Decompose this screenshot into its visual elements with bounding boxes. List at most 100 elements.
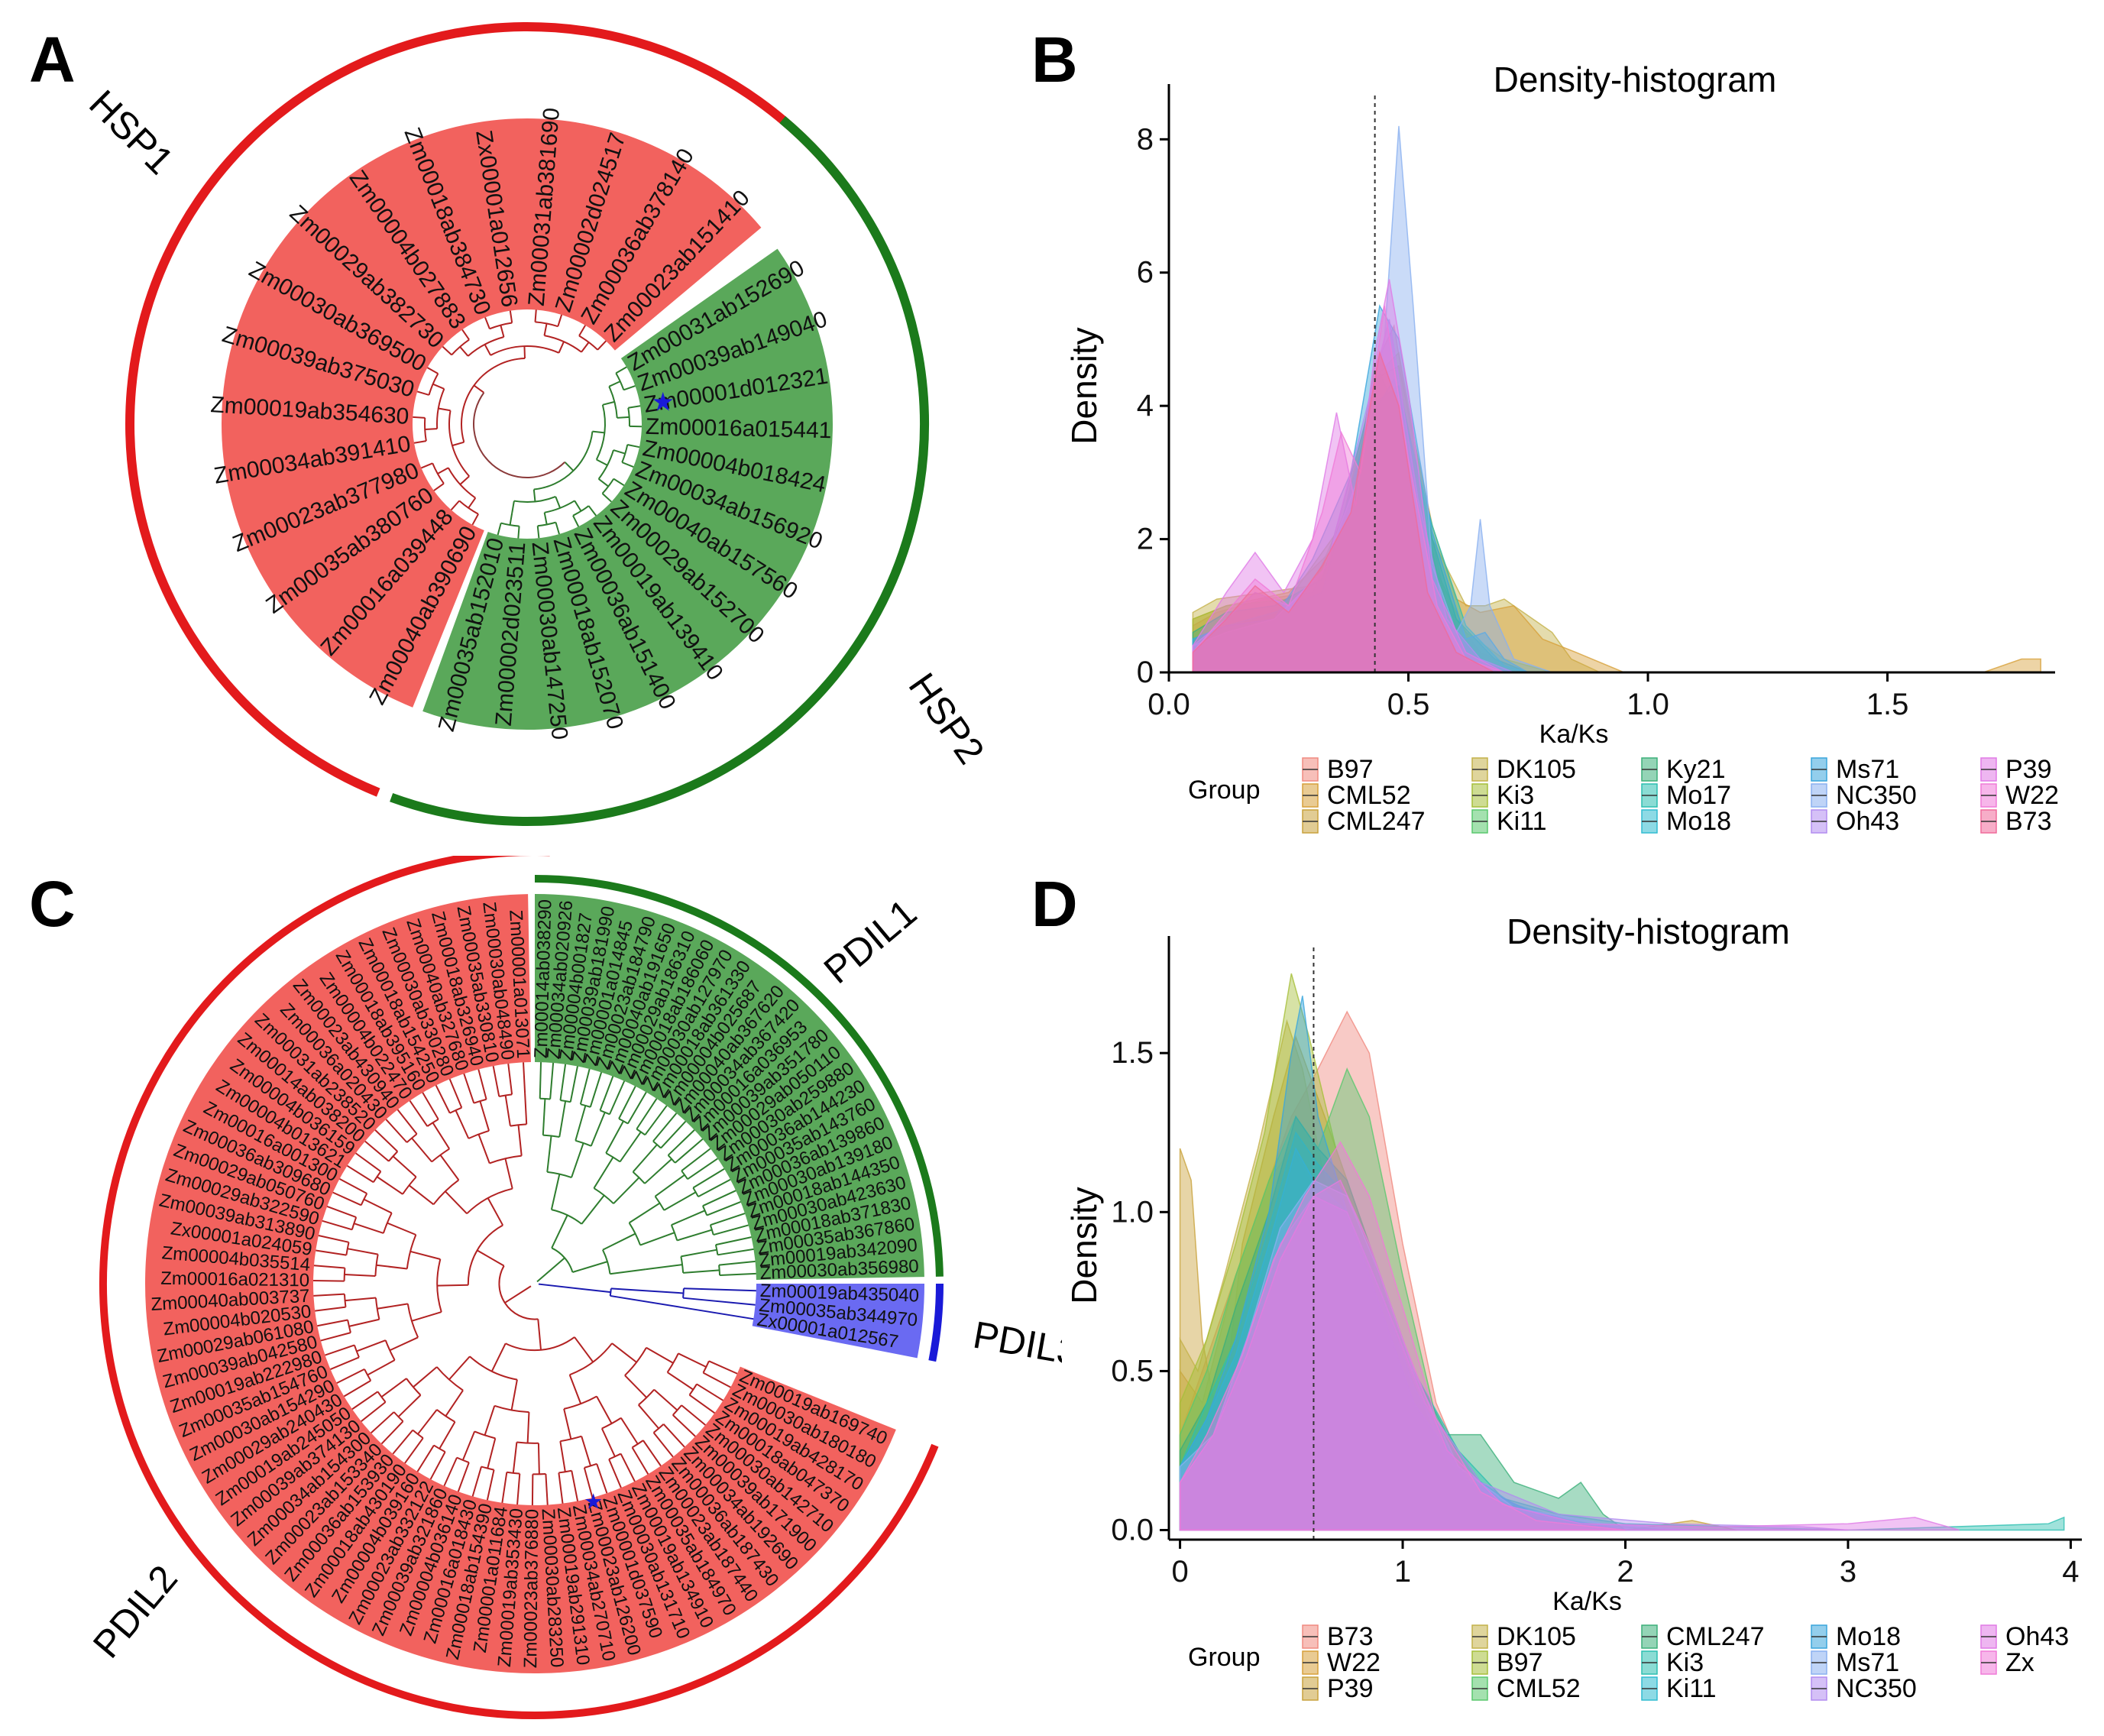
tree-c-branch (640, 1232, 675, 1245)
legend-title: Group (1188, 776, 1261, 805)
tree-c-branch (655, 1175, 685, 1197)
legend-label: Ki3 (1497, 781, 1534, 810)
tree-c-branch (610, 1269, 646, 1274)
tree-c-branch (661, 1122, 685, 1148)
tree-c-branch (550, 1063, 553, 1100)
tree-a-branch (524, 346, 525, 358)
y-tick-label: 6 (1137, 256, 1154, 290)
chart-title: Density-histogram (1494, 60, 1777, 99)
tree-c-branch (709, 1361, 737, 1373)
tree-c-branch (664, 1424, 685, 1447)
tree-c-branch (422, 1093, 439, 1119)
clade-group: Zm00019ab435040Zm00035ab344970Zx00001a01… (539, 1281, 919, 1352)
y-tick-label: 2 (1137, 523, 1154, 556)
tree-c-branch (382, 1421, 403, 1443)
tree-a-branch (589, 506, 597, 516)
x-tick-label: 1.5 (1866, 688, 1909, 721)
tree-c-branch (683, 1270, 720, 1272)
tree-c-branch (314, 1265, 345, 1268)
tree-c-branch (684, 1288, 756, 1291)
clade-label: PDIL2 (85, 1557, 186, 1666)
tree-a-branch (434, 484, 444, 491)
tree-c-branch (714, 1225, 749, 1235)
tree-c-branch (581, 1195, 604, 1223)
tree-a-branch (452, 500, 460, 510)
tree-c-branch (673, 1415, 695, 1436)
tree-c-branch (367, 1360, 395, 1375)
tree-c-branch (381, 1378, 406, 1397)
y-tick-label: 0.5 (1111, 1354, 1154, 1388)
tree-a-branch (579, 326, 585, 336)
legend-label: Ki3 (1666, 1648, 1704, 1677)
tree-a-branch (452, 442, 464, 445)
leaf-label: Zm00016a015441 (646, 414, 832, 443)
tree-c-branch (409, 1185, 433, 1204)
x-tick-label: 0.0 (1147, 688, 1190, 721)
tree-c-branch (654, 1433, 673, 1457)
tree-c-branch (703, 1373, 730, 1388)
tree-c-branch (364, 1200, 391, 1213)
tree-c-branch (393, 1430, 413, 1454)
clade-label: HSP2 (901, 666, 993, 772)
tree-a-branch (510, 311, 512, 323)
tree-c-branch (512, 1380, 517, 1410)
tree-c-branch (361, 1402, 386, 1421)
y-tick-label: 8 (1137, 122, 1154, 156)
tree-c-branch (347, 1166, 373, 1183)
tree-c-branch (625, 1375, 646, 1398)
tree-c-branch (412, 1138, 432, 1162)
tree-a-branch (558, 342, 564, 353)
tree-c-branch (455, 1110, 468, 1138)
tree-c-branch (345, 1274, 376, 1276)
tree-c-stem (539, 1284, 610, 1293)
tree-c-branch (681, 1405, 705, 1425)
tree-a-branch (460, 347, 468, 356)
tree-c-branch (502, 1472, 507, 1503)
tree-c-branch (517, 1474, 520, 1504)
star-marker: ★ (584, 1489, 603, 1513)
x-tick-label: 1.0 (1627, 688, 1669, 721)
tree-c-branch (633, 1447, 649, 1474)
tree-c-branch (612, 1343, 636, 1362)
tree-c-branch (678, 1353, 706, 1367)
tree-c-branch (581, 1436, 591, 1466)
tree-c-branch (450, 1079, 462, 1107)
tree-c-branch (317, 1320, 348, 1326)
tree-c-branch (683, 1298, 756, 1305)
legend-label: Oh43 (1836, 807, 1899, 836)
tree-c-branch (339, 1179, 367, 1194)
y-axis-label: Density (1064, 327, 1104, 444)
tree-c-branch (437, 1285, 468, 1286)
tree-c-branch (547, 1136, 551, 1172)
legend-label: Mo18 (1666, 807, 1731, 836)
tree-c-branch (600, 1077, 613, 1111)
tree-c-branch (365, 1142, 389, 1161)
tree-c-branch (603, 1234, 636, 1250)
x-axis-label: Ka/Ks (1539, 720, 1609, 749)
tree-c-branch (645, 1159, 672, 1184)
tree-c-branch (397, 1109, 416, 1134)
tree-c-branch (412, 1312, 442, 1321)
tree-a-branch (592, 432, 604, 433)
tree-c-branch (458, 1462, 469, 1491)
tree-a-branch (623, 386, 635, 390)
tree-c-branch (572, 1262, 607, 1272)
root-arc (474, 393, 565, 478)
tree-c-branch (575, 1337, 593, 1362)
tree-a-branch (609, 381, 620, 387)
tree-c-branch (559, 1101, 565, 1137)
legend-label: Ki11 (1666, 1674, 1717, 1703)
star-marker: ★ (651, 388, 674, 417)
tree-a-branch (472, 514, 478, 525)
tree-c-branch (393, 1156, 416, 1177)
tree-a-branch (518, 526, 519, 539)
legend-label: CML247 (1666, 1622, 1765, 1651)
x-tick-label: 1 (1394, 1555, 1411, 1589)
legend-label: Mo17 (1666, 781, 1731, 810)
tree-c-branch (633, 1145, 657, 1172)
tree-a-branch (581, 342, 589, 352)
tree-a-branch (622, 462, 633, 467)
legend-label: B97 (1327, 755, 1374, 784)
